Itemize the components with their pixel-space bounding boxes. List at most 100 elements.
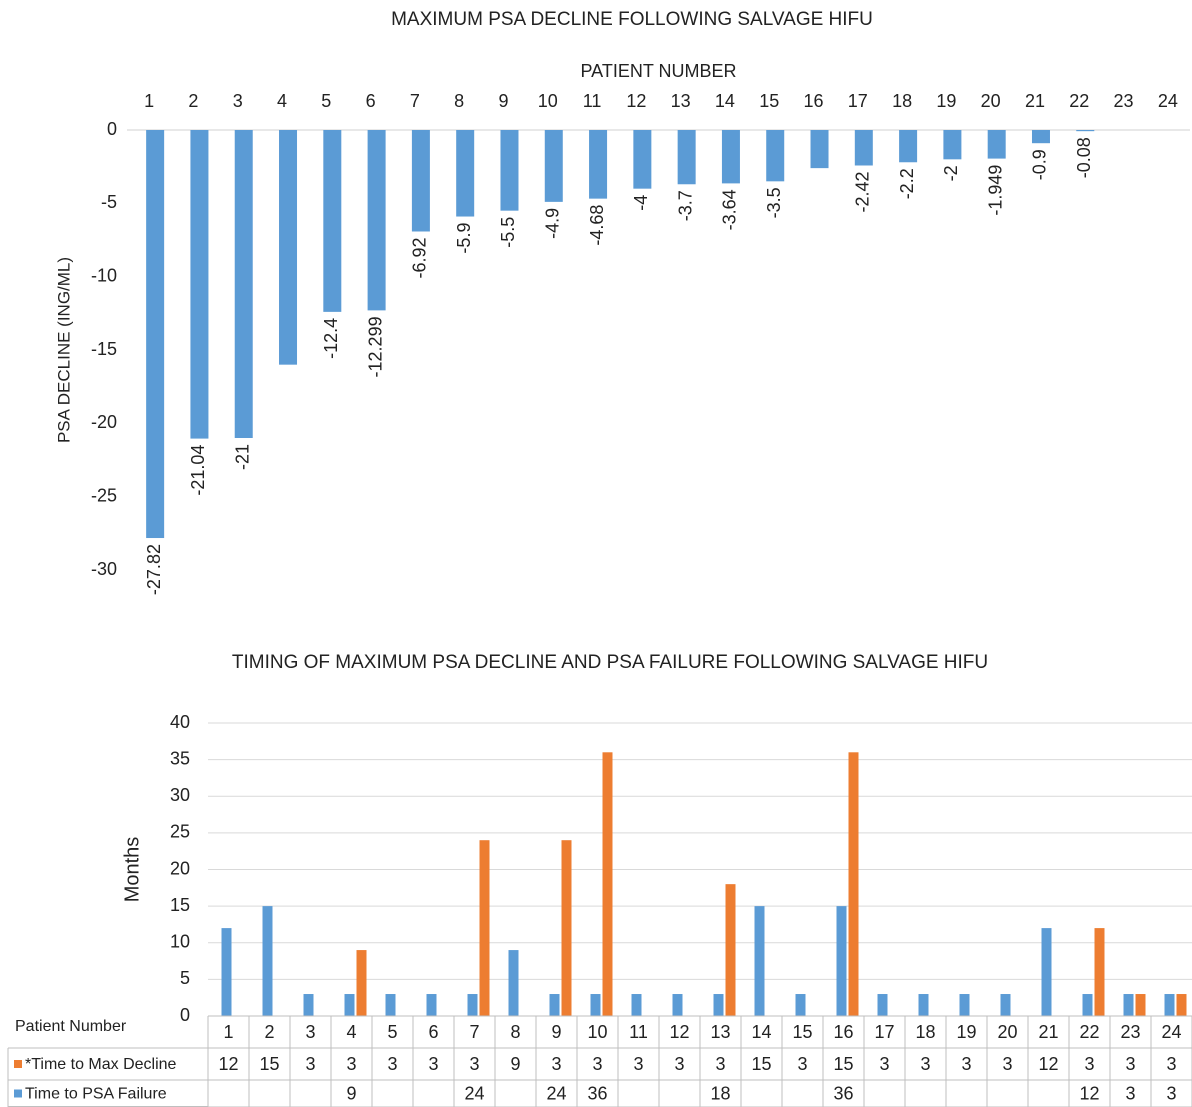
x-tick-label: 5 xyxy=(387,1022,397,1042)
bar xyxy=(602,752,613,1016)
x-tick-label: 11 xyxy=(583,91,602,111)
bar xyxy=(221,928,232,1016)
bar xyxy=(303,994,314,1016)
y-tick-label: 0 xyxy=(180,1005,190,1025)
bar xyxy=(1000,994,1011,1016)
data-label: -5.5 xyxy=(498,217,518,248)
table-value: 12 xyxy=(1079,1083,1099,1103)
bar xyxy=(725,884,736,1016)
bar xyxy=(146,130,165,539)
table-value: 15 xyxy=(833,1054,853,1074)
bar xyxy=(877,994,888,1016)
legend-swatch xyxy=(14,1060,22,1068)
x-tick-label: 18 xyxy=(892,91,912,111)
bar xyxy=(1164,994,1175,1016)
x-tick-label: 11 xyxy=(629,1022,648,1042)
data-label: -21.04 xyxy=(188,445,208,496)
bar xyxy=(854,130,873,166)
x-tick-label: 24 xyxy=(1158,91,1178,111)
table-value: 3 xyxy=(1084,1054,1094,1074)
bar xyxy=(456,130,475,217)
bar xyxy=(1135,994,1146,1016)
x-tick-label: 5 xyxy=(321,91,331,111)
y-tick-label: -10 xyxy=(91,265,117,285)
table-value: 3 xyxy=(1002,1054,1012,1074)
x-tick-label: 13 xyxy=(671,91,691,111)
x-tick-label: 15 xyxy=(759,91,779,111)
bar xyxy=(589,130,608,199)
table-value: 3 xyxy=(1166,1083,1176,1103)
bar xyxy=(467,994,478,1016)
bar xyxy=(918,994,929,1016)
y-tick-label: 5 xyxy=(180,968,190,988)
bar xyxy=(1123,994,1134,1016)
y-tick-label: -15 xyxy=(91,339,117,359)
data-label: -5.9 xyxy=(454,223,474,254)
bar xyxy=(500,130,519,211)
data-label: -12.4 xyxy=(321,318,341,359)
table-value: 15 xyxy=(259,1054,279,1074)
bar xyxy=(356,950,367,1016)
table-value: 9 xyxy=(510,1054,520,1074)
bar xyxy=(1094,928,1105,1016)
table-value: 3 xyxy=(961,1054,971,1074)
legend-label: Time to PSA Failure xyxy=(25,1086,167,1103)
data-label: -0.9 xyxy=(1030,149,1050,180)
bar xyxy=(633,130,652,189)
bar xyxy=(677,130,696,185)
table-value: 3 xyxy=(879,1054,889,1074)
table-value: 3 xyxy=(1166,1054,1176,1074)
table-value: 36 xyxy=(587,1083,607,1103)
bar xyxy=(1076,130,1095,132)
bar xyxy=(810,130,829,169)
x-tick-label: 10 xyxy=(587,1022,607,1042)
bar xyxy=(959,994,970,1016)
bar xyxy=(713,994,724,1016)
x-tick-label: 12 xyxy=(626,91,646,111)
x-tick-label: 4 xyxy=(277,91,287,111)
bar xyxy=(411,130,430,232)
data-label: -6.92 xyxy=(410,237,430,278)
bar xyxy=(279,130,298,365)
x-tick-label: 8 xyxy=(454,91,464,111)
x-tick-label: 16 xyxy=(804,91,824,111)
x-tick-label: 12 xyxy=(669,1022,689,1042)
bar xyxy=(1031,130,1050,144)
legend-label: *Time to Max Decline xyxy=(25,1056,177,1073)
x-tick-label: 3 xyxy=(233,91,243,111)
bar xyxy=(344,994,355,1016)
bar xyxy=(479,840,490,1016)
y-tick-label: 20 xyxy=(170,858,190,878)
table-value: 3 xyxy=(469,1054,479,1074)
bar xyxy=(426,994,437,1016)
x-tick-label: 1 xyxy=(144,91,154,111)
table-value: 3 xyxy=(305,1054,315,1074)
x-tick-label: 19 xyxy=(956,1022,976,1042)
data-label: -1.949 xyxy=(985,165,1005,216)
x-tick-label: 23 xyxy=(1114,91,1134,111)
bar xyxy=(367,130,386,311)
x-tick-label: 6 xyxy=(428,1022,438,1042)
bar xyxy=(323,130,342,312)
x-tick-label: 20 xyxy=(981,91,1001,111)
y-axis-label: PSA DECLINE (ING/ML) xyxy=(54,257,73,443)
table-header: Patient Number xyxy=(15,1018,127,1035)
table-value: 3 xyxy=(387,1054,397,1074)
x-tick-label: 7 xyxy=(410,91,420,111)
table-value: 3 xyxy=(715,1054,725,1074)
data-label: -3.5 xyxy=(764,187,784,218)
data-label: -0.08 xyxy=(1074,137,1094,178)
x-tick-label: 1 xyxy=(223,1022,233,1042)
x-tick-label: 15 xyxy=(792,1022,812,1042)
x-tick-label: 6 xyxy=(366,91,376,111)
x-tick-label: 3 xyxy=(305,1022,315,1042)
bar xyxy=(943,130,962,160)
bar xyxy=(262,906,273,1016)
bar xyxy=(549,994,560,1016)
bar xyxy=(1082,994,1093,1016)
x-tick-label: 24 xyxy=(1161,1022,1181,1042)
bar xyxy=(631,994,642,1016)
bar xyxy=(766,130,785,182)
table-value: 36 xyxy=(833,1083,853,1103)
